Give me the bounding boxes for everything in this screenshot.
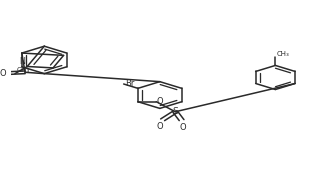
Text: O: O <box>180 123 186 132</box>
Text: CH₃: CH₃ <box>16 67 30 73</box>
Text: N: N <box>19 57 25 66</box>
Text: S: S <box>172 107 178 116</box>
Text: Br: Br <box>126 79 135 88</box>
Text: O: O <box>0 69 7 78</box>
Text: O: O <box>157 122 164 131</box>
Text: O: O <box>156 97 163 106</box>
Text: CH₃: CH₃ <box>277 50 290 57</box>
